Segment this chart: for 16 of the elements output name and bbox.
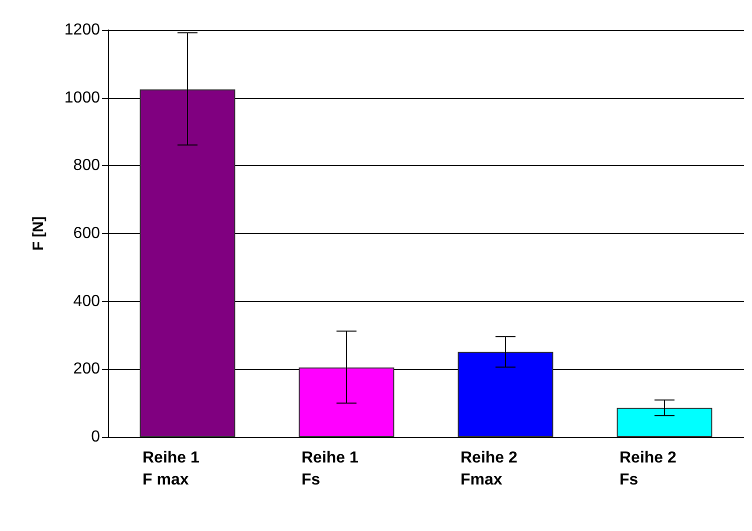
y-tick-label: 800 — [73, 157, 100, 174]
y-tick-label: 1000 — [64, 89, 100, 106]
bar — [458, 352, 554, 437]
y-tick-label: 600 — [73, 225, 100, 242]
bar — [298, 367, 394, 437]
x-tick-label: Reihe 1 F max — [142, 450, 200, 488]
x-tick-label: Reihe 2 Fmax — [460, 450, 518, 488]
bar — [616, 408, 712, 437]
x-tick-label: Reihe 2 Fs — [620, 450, 677, 488]
bar — [140, 89, 236, 437]
y-axis-title: F [N] — [30, 216, 47, 251]
y-tick-label: 200 — [73, 360, 100, 378]
y-tick-label: 400 — [73, 292, 100, 310]
y-tick-label: 0 — [91, 428, 100, 446]
x-tick-label: Reihe 1 Fs — [302, 450, 359, 488]
y-tick-label: 1200 — [64, 22, 100, 38]
